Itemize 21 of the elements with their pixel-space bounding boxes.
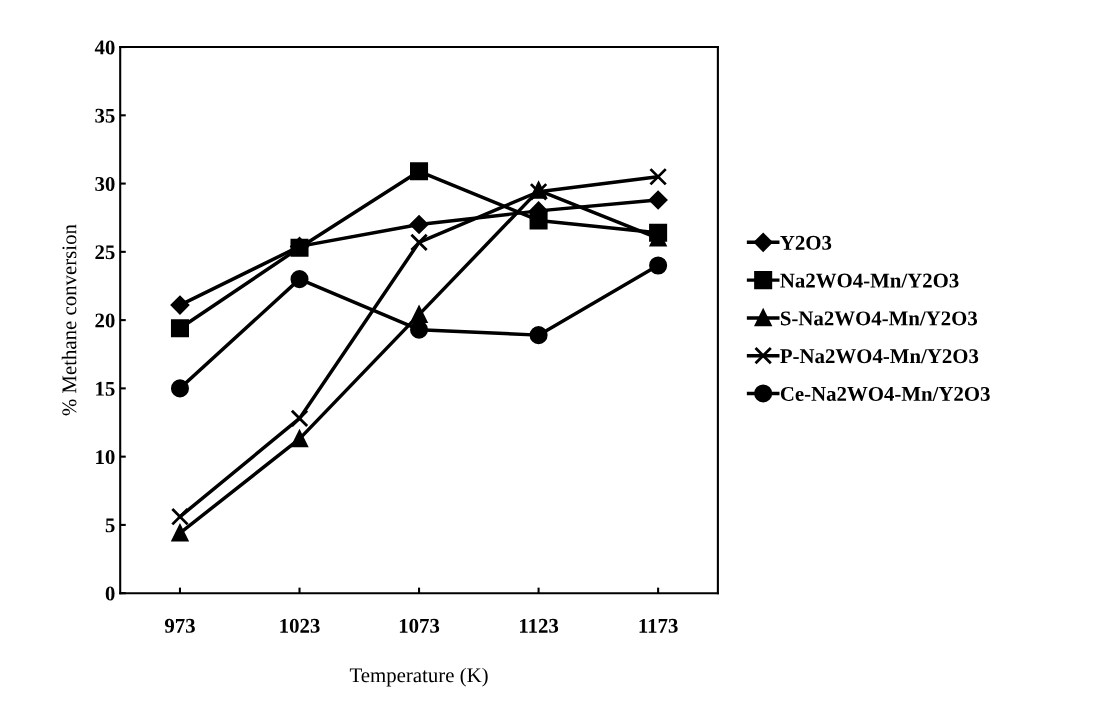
- y-tick-label: 30: [95, 176, 115, 192]
- y-tick-label: 5: [105, 518, 115, 533]
- y-tick-label: 10: [96, 450, 115, 465]
- y-tick-label: 20: [95, 313, 115, 328]
- x-tick-label: 1173: [639, 618, 678, 633]
- legend-label: Y2O3: [780, 235, 832, 250]
- legend-label: Ce-Na2WO4-Mn/Y2O3: [780, 386, 990, 402]
- y-tick-label: 35: [95, 108, 115, 123]
- y-tick-label: 40: [94, 40, 115, 55]
- y-tick-label: 0: [105, 586, 115, 601]
- legend-label: S-Na2WO4-Mn/Y2O3: [780, 311, 978, 326]
- y-axis-title: % Methane conversion: [61, 224, 77, 416]
- x-tick-label: 1073: [399, 618, 440, 633]
- x-tick-label: 1023: [280, 618, 320, 633]
- legend-label: P-Na2WO4-Mn/Y2O3: [780, 349, 979, 364]
- legend-label: Na2WO4-Mn/Y2O3: [780, 273, 959, 288]
- x-tick-label: 973: [164, 618, 195, 633]
- x-tick-label: 1123: [519, 618, 559, 633]
- x-axis-title: Temperature (K): [349, 667, 488, 687]
- y-tick-label: 25: [95, 245, 115, 260]
- y-tick-label: 15: [96, 381, 115, 396]
